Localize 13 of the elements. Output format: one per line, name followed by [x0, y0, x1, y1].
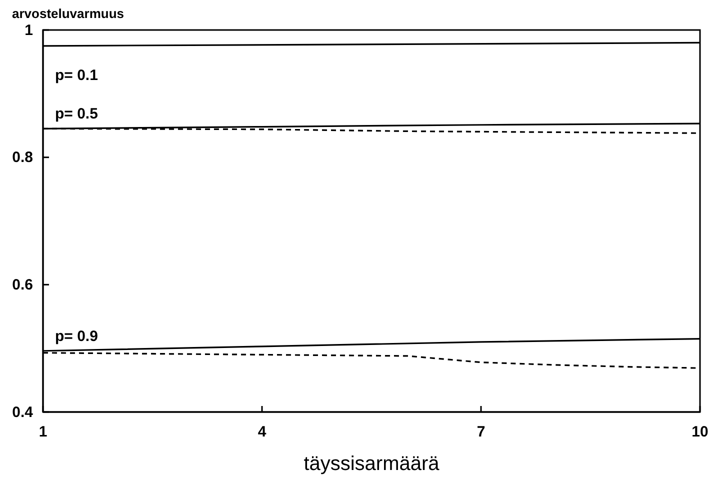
y-axis-title: arvosteluvarmuus	[12, 6, 124, 21]
series-label: p= 0.9	[55, 328, 98, 345]
series-label: p= 0.1	[55, 66, 98, 84]
x-tick-label: 7	[476, 424, 486, 441]
y-tick-label: 0.4	[12, 404, 34, 421]
x-axis-title: täyssisarmäärä	[304, 453, 440, 475]
y-tick-label: 1	[24, 22, 33, 39]
x-tick-label: 1	[38, 424, 48, 441]
y-tick-label: 0.8	[12, 149, 33, 166]
x-tick-label: 10	[692, 424, 708, 441]
y-tick-label: 0.6	[12, 276, 33, 294]
x-tick-label: 4	[258, 424, 267, 441]
series-label: p= 0.5	[55, 106, 98, 123]
